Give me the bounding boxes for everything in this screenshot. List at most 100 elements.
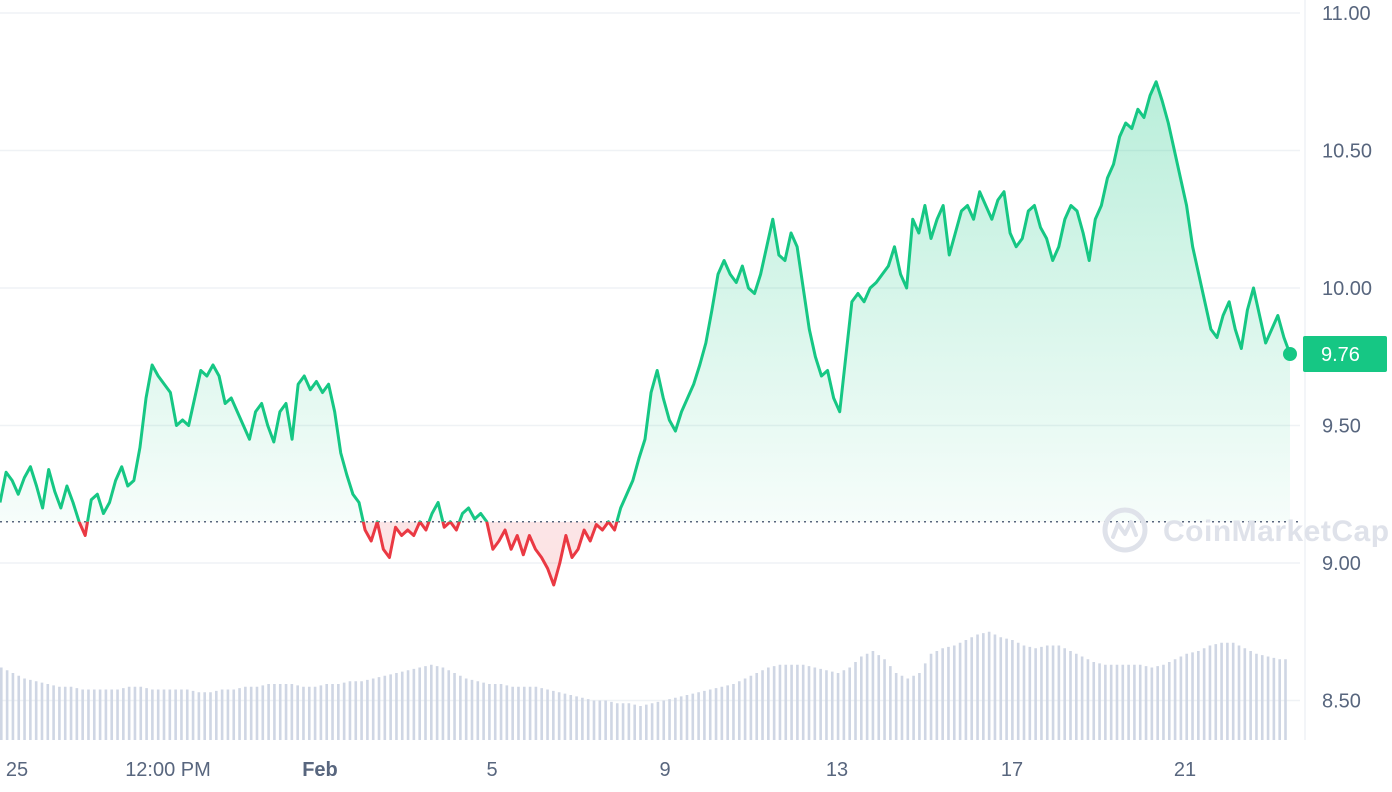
volume-bar xyxy=(1284,659,1287,740)
volume-bar xyxy=(441,667,445,740)
volume-bar xyxy=(1057,645,1061,740)
volume-bar xyxy=(674,697,677,740)
volume-bar xyxy=(906,678,910,740)
volume-bar xyxy=(383,675,387,740)
volume-bar xyxy=(191,690,195,740)
watermark-text: CoinMarketCap xyxy=(1163,515,1390,548)
volume-bar xyxy=(1069,651,1072,740)
volume-bar xyxy=(430,664,433,740)
volume-bar xyxy=(209,692,212,740)
volume-bar xyxy=(255,686,259,740)
volume-bar xyxy=(714,688,718,740)
x-tick-label: 25 xyxy=(6,759,28,781)
volume-bar xyxy=(534,686,538,740)
volume-bar xyxy=(1092,662,1096,740)
volume-bar xyxy=(261,685,265,740)
volume-bar xyxy=(1260,655,1264,740)
volume-bar xyxy=(389,674,392,740)
volume-bar xyxy=(865,653,869,740)
volume-bar xyxy=(761,670,764,740)
volume-bar xyxy=(645,704,648,740)
volume-bar xyxy=(511,686,514,740)
y-tick-label: 10.50 xyxy=(1322,141,1372,163)
volume-bar xyxy=(923,663,927,740)
volume-bar xyxy=(98,689,102,740)
volume-bar xyxy=(848,667,851,740)
y-tick-label: 11.00 xyxy=(1322,3,1371,25)
volume-bar xyxy=(435,666,439,740)
volume-bar xyxy=(1202,648,1206,740)
volume-bar xyxy=(1051,645,1055,740)
volume-bar xyxy=(557,692,561,740)
volume-bar xyxy=(267,684,270,740)
volume-bar xyxy=(29,679,32,740)
volume-bar xyxy=(348,681,352,740)
volume-bars xyxy=(0,631,1287,740)
volume-bar xyxy=(819,668,822,740)
y-axis: 11.00 10.50 10.00 9.50 9.00 8.50 xyxy=(1322,3,1372,713)
volume-bar xyxy=(941,648,944,740)
volume-bar xyxy=(331,684,334,740)
volume-bar xyxy=(273,684,276,740)
volume-bar xyxy=(1150,667,1154,740)
volume-bar xyxy=(197,692,201,740)
volume-bar xyxy=(999,637,1003,740)
volume-bar xyxy=(203,692,206,740)
volume-bar xyxy=(133,686,137,740)
current-price-dot xyxy=(1283,347,1297,361)
volume-bar xyxy=(1086,659,1090,740)
volume-bar xyxy=(1144,666,1148,740)
volume-bar xyxy=(929,653,933,740)
volume-bar xyxy=(23,678,26,740)
volume-bar xyxy=(104,689,108,740)
volume-bar xyxy=(563,693,567,740)
volume-bar xyxy=(1115,664,1119,740)
y-tick-label: 9.00 xyxy=(1322,553,1361,575)
volume-bar xyxy=(1005,638,1008,740)
volume-bar xyxy=(87,689,90,740)
volume-bar xyxy=(540,688,544,740)
volume-bar xyxy=(639,706,642,740)
volume-bar xyxy=(232,689,236,740)
volume-bar xyxy=(168,689,172,740)
volume-bar xyxy=(737,681,741,740)
volume-bar xyxy=(482,682,485,740)
volume-bar xyxy=(650,703,654,740)
volume-bar xyxy=(772,666,776,740)
x-tick-label: 13 xyxy=(826,759,848,781)
volume-bar xyxy=(825,670,828,740)
volume-bar xyxy=(81,689,84,740)
volume-bar xyxy=(58,686,61,740)
volume-bar xyxy=(656,701,660,740)
volume-bar xyxy=(249,686,253,740)
x-tick-label: 5 xyxy=(486,759,497,781)
volume-bar xyxy=(958,642,962,740)
x-tick-label: 9 xyxy=(659,759,670,781)
volume-bar xyxy=(976,634,979,740)
volume-bar xyxy=(912,675,915,740)
volume-bar xyxy=(784,664,788,740)
volume-bar xyxy=(604,700,607,740)
volume-bar xyxy=(470,679,474,740)
volume-bar xyxy=(488,684,491,740)
volume-bar xyxy=(174,689,177,740)
volume-bar xyxy=(575,696,578,740)
volume-bar xyxy=(17,675,21,740)
volume-bar xyxy=(145,688,148,740)
volume-bar xyxy=(610,701,613,740)
volume-bar xyxy=(1173,659,1177,740)
volume-bar xyxy=(755,673,759,740)
volume-bar xyxy=(1167,662,1171,740)
volume-bar xyxy=(1243,648,1247,740)
x-axis: 25 12:00 PM Feb 5 9 13 17 21 xyxy=(6,759,1196,781)
volume-bar xyxy=(1133,664,1136,740)
volume-bar xyxy=(1208,645,1212,740)
volume-bar xyxy=(418,667,421,740)
volume-bar xyxy=(1255,653,1258,740)
volume-bar xyxy=(1249,651,1252,740)
volume-bar xyxy=(226,689,230,740)
volume-bar xyxy=(1266,656,1270,740)
volume-bar xyxy=(342,682,346,740)
x-tick-label: 17 xyxy=(1001,759,1023,781)
volume-bar xyxy=(615,703,619,740)
